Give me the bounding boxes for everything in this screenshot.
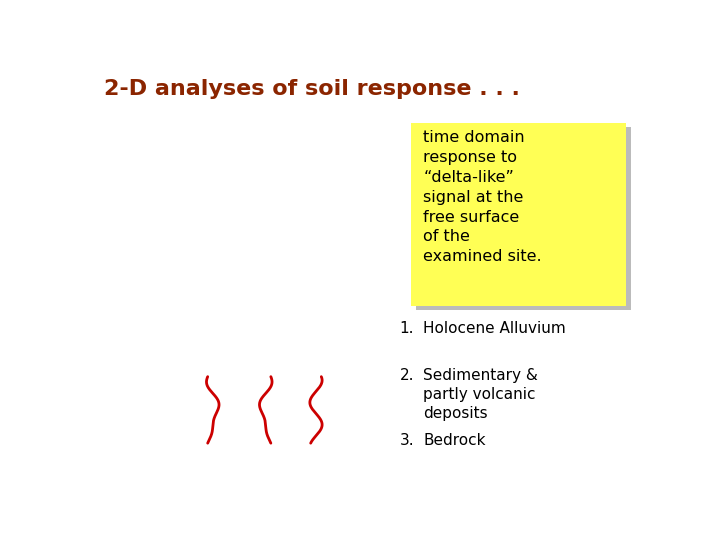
Text: 2.: 2. [400, 368, 414, 383]
Text: 1.: 1. [400, 321, 414, 335]
Text: Sedimentary &
partly volcanic
deposits: Sedimentary & partly volcanic deposits [423, 368, 538, 421]
Text: time domain
response to
“delta-like”
signal at the
free surface
of the
examined : time domain response to “delta-like” sig… [423, 131, 541, 264]
FancyBboxPatch shape [416, 127, 631, 310]
FancyBboxPatch shape [411, 123, 626, 306]
Text: 3.: 3. [400, 433, 414, 448]
Text: Holocene Alluvium: Holocene Alluvium [423, 321, 566, 335]
Text: 2-D analyses of soil response . . .: 2-D analyses of soil response . . . [104, 79, 520, 99]
Text: Bedrock: Bedrock [423, 433, 485, 448]
